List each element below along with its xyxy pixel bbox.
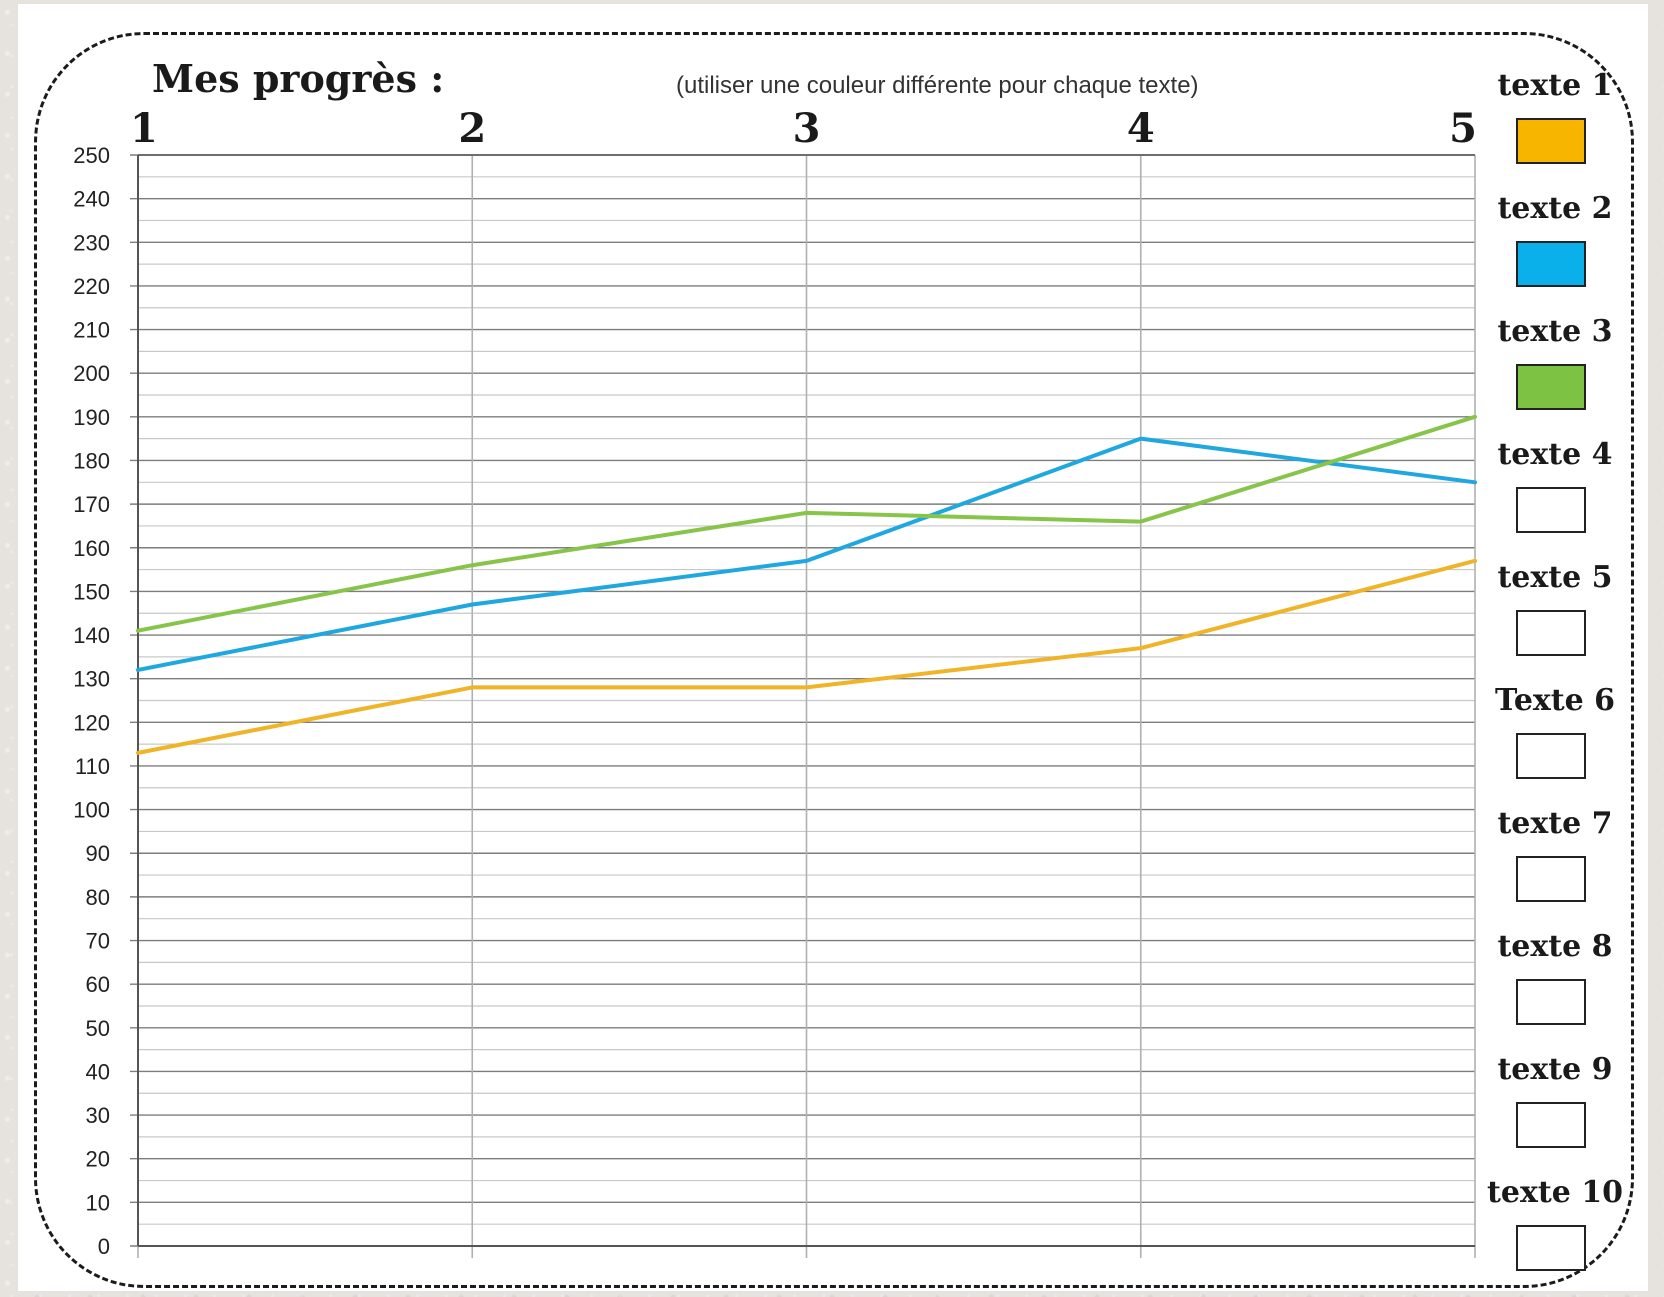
legend-item-texte-8: texte 8 bbox=[1480, 929, 1630, 1049]
y-tick-label: 240 bbox=[73, 187, 110, 212]
legend-item-texte-4: texte 4 bbox=[1480, 437, 1630, 557]
legend-item-texte-3: texte 3 bbox=[1480, 314, 1630, 434]
y-tick-label: 60 bbox=[86, 972, 110, 997]
legend-label: texte 5 bbox=[1497, 560, 1613, 595]
y-tick-label: 0 bbox=[98, 1234, 110, 1259]
x-tick-label: 3 bbox=[793, 105, 821, 152]
y-tick-label: 130 bbox=[73, 667, 110, 692]
worksheet-page bbox=[18, 4, 1648, 1291]
series-line-texte-2 bbox=[136, 436, 1477, 672]
y-tick-label: 40 bbox=[86, 1059, 110, 1084]
x-tick-label: 5 bbox=[1449, 105, 1477, 152]
legend-item-texte-1: texte 1 bbox=[1480, 68, 1630, 188]
y-tick-label: 150 bbox=[73, 579, 110, 604]
y-tick-label: 120 bbox=[73, 710, 110, 735]
y-tick-labels: 0 10 20 30 40 50 60 70 80 90 100 110 120 130 140 150 160… bbox=[73, 143, 110, 1259]
y-tick-label: 100 bbox=[73, 798, 110, 823]
legend-item-texte-10: texte 10 bbox=[1480, 1175, 1630, 1295]
y-tick-label: 190 bbox=[73, 405, 110, 430]
legend-swatch[interactable] bbox=[1516, 118, 1586, 164]
y-tick-label: 140 bbox=[73, 623, 110, 648]
series-line-texte-1 bbox=[136, 558, 1477, 755]
y-tick-label: 110 bbox=[75, 754, 110, 779]
legend-swatch[interactable] bbox=[1516, 1225, 1586, 1271]
chart-title: Mes progrès : bbox=[152, 56, 445, 101]
legend-label: texte 8 bbox=[1497, 929, 1613, 964]
legend-swatch[interactable] bbox=[1516, 610, 1586, 656]
legend-swatch[interactable] bbox=[1516, 487, 1586, 533]
chart-axes bbox=[137, 154, 1475, 1247]
y-tick-label: 170 bbox=[73, 492, 110, 517]
y-tick-label: 80 bbox=[86, 885, 110, 910]
y-tick-label: 230 bbox=[73, 230, 110, 255]
vertical-gridlines bbox=[137, 155, 1476, 1258]
y-tick-label: 30 bbox=[86, 1103, 110, 1128]
legend-label: texte 4 bbox=[1497, 437, 1613, 472]
y-tick-label: 10 bbox=[86, 1190, 110, 1215]
y-tick-label: 220 bbox=[73, 274, 110, 299]
dashed-border bbox=[34, 32, 1634, 1288]
y-tick-label: 90 bbox=[86, 841, 110, 866]
y-tick-label: 50 bbox=[86, 1016, 110, 1041]
legend-item-texte-5: texte 5 bbox=[1480, 560, 1630, 680]
series-line-texte-3 bbox=[136, 414, 1477, 633]
y-tick-label: 250 bbox=[73, 143, 110, 168]
legend-label: texte 9 bbox=[1497, 1052, 1613, 1087]
legend-swatch[interactable] bbox=[1516, 733, 1586, 779]
x-tick-label: 2 bbox=[458, 105, 486, 152]
legend-label: Texte 6 bbox=[1494, 683, 1616, 718]
legend-label: texte 3 bbox=[1497, 314, 1613, 349]
y-tick-label: 200 bbox=[73, 361, 110, 386]
series-lines bbox=[136, 414, 1477, 755]
y-tick-label: 70 bbox=[86, 929, 110, 954]
y-tick-label: 20 bbox=[86, 1147, 110, 1172]
legend-swatch[interactable] bbox=[1516, 364, 1586, 410]
legend-label: texte 1 bbox=[1497, 68, 1613, 103]
y-tick-label: 180 bbox=[73, 448, 110, 473]
chart-subtitle: (utiliser une couleur différente pour ch… bbox=[676, 72, 1199, 99]
legend-label: texte 7 bbox=[1497, 806, 1613, 841]
legend-label: texte 2 bbox=[1497, 191, 1613, 226]
x-tick-label: 4 bbox=[1127, 105, 1155, 152]
y-tick-label: 160 bbox=[73, 536, 110, 561]
legend-item-texte-6: Texte 6 bbox=[1480, 683, 1630, 803]
legend-swatch[interactable] bbox=[1516, 1102, 1586, 1148]
legend-label: texte 10 bbox=[1487, 1175, 1623, 1210]
x-tick-label: 1 bbox=[130, 105, 158, 152]
y-tick-label: 210 bbox=[73, 318, 110, 343]
legend-swatch[interactable] bbox=[1516, 979, 1586, 1025]
x-tick-labels: 1 2 3 4 5 bbox=[130, 105, 1477, 152]
legend-swatch[interactable] bbox=[1516, 856, 1586, 902]
legend-item-texte-7: texte 7 bbox=[1480, 806, 1630, 926]
legend-item-texte-2: texte 2 bbox=[1480, 191, 1630, 311]
legend-swatch[interactable] bbox=[1516, 241, 1586, 287]
legend-item-texte-9: texte 9 bbox=[1480, 1052, 1630, 1172]
